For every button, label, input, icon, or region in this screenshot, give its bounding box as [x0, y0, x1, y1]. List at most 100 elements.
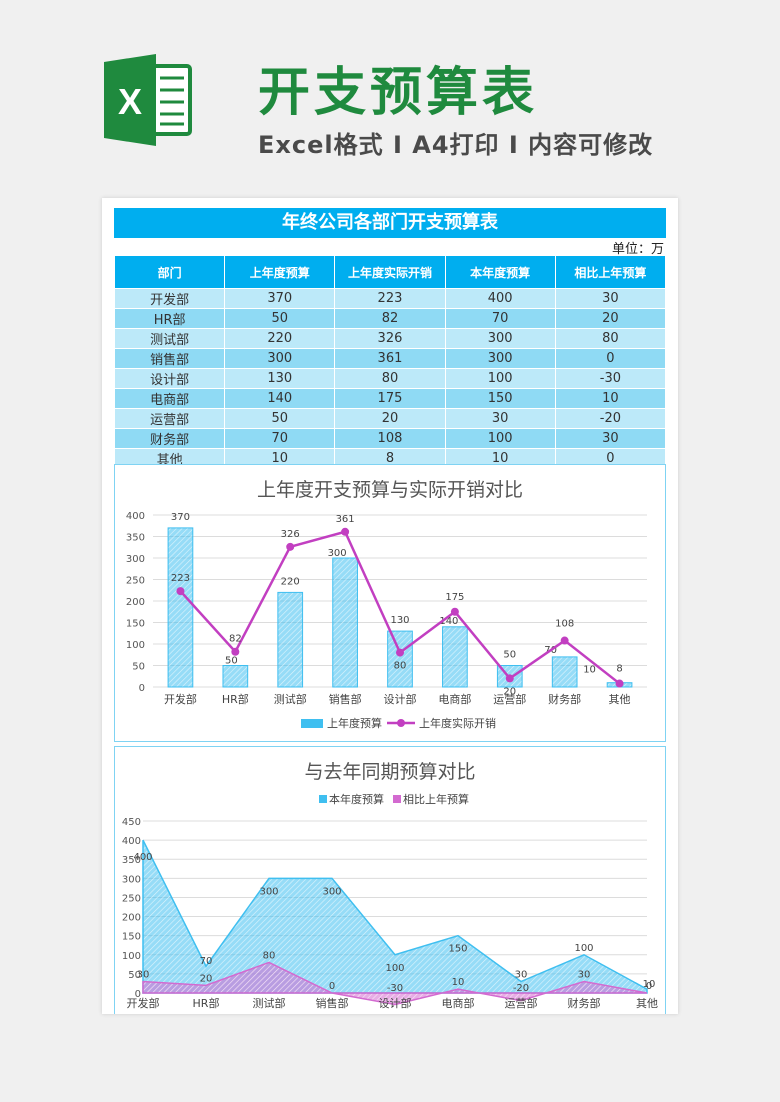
- x-tick-label: 销售部: [329, 692, 362, 706]
- table-cell: 设计部: [113, 368, 226, 389]
- line-point: [560, 636, 569, 645]
- table-row: HR部 50 82 70 20: [113, 308, 667, 329]
- y-tick-label: 100: [122, 951, 141, 962]
- chart-budget-vs-actual-plot: 0 50 100 150 200 250 300 350 400 开发部 HR部 测试部 销售部 设计部 电…: [126, 511, 647, 730]
- table-cell: 300: [444, 328, 556, 349]
- column-header: 本年度预算: [444, 255, 556, 289]
- table-cell: 20: [334, 408, 446, 429]
- x-tick-label: 运营部: [505, 996, 538, 1010]
- table-cell: 108: [334, 428, 446, 449]
- area-data-label: 30: [515, 970, 528, 981]
- y-tick-label: 0: [139, 683, 145, 694]
- table-cell: 开发部: [113, 288, 226, 309]
- table-cell: 50: [224, 408, 336, 429]
- table-row: 销售部 300 361 300 0: [113, 348, 667, 369]
- line-data-label: 223: [171, 573, 190, 584]
- table-cell: 80: [334, 368, 446, 389]
- x-tick-label: 运营部: [493, 692, 526, 706]
- x-tick-label: 测试部: [253, 996, 286, 1010]
- bar: [332, 557, 358, 688]
- table-cell: 50: [224, 308, 336, 329]
- y-tick-label: 100: [126, 640, 145, 651]
- line-data-label: 361: [336, 514, 355, 525]
- table-cell: 财务部: [113, 428, 226, 449]
- area-data-label: 0: [329, 981, 335, 992]
- page-subtitle: Excel格式 Ⅰ A4打印 Ⅰ 内容可修改: [258, 131, 654, 159]
- table-cell: 100: [444, 428, 556, 449]
- y-tick-label: 50: [128, 970, 141, 981]
- area-data-label: 300: [322, 886, 341, 897]
- bar-data-label: 50: [503, 650, 516, 661]
- budget-sheet: 年终公司各部门开支预算表 单位：万 部门 上年度预算 上年度实际开销 本年度预算…: [102, 198, 678, 1014]
- table-cell: 370: [224, 288, 336, 309]
- line-data-label: 80: [394, 661, 407, 672]
- table-cell: 10: [444, 448, 556, 469]
- area-data-label: 150: [448, 944, 467, 955]
- y-tick-label: 200: [122, 913, 141, 924]
- table-cell: 70: [444, 308, 556, 329]
- table-cell: 销售部: [113, 348, 226, 369]
- x-tick-label: 销售部: [316, 996, 349, 1010]
- x-tick-label: HR部: [193, 996, 220, 1010]
- line-point: [505, 674, 514, 683]
- table-cell: 测试部: [113, 328, 226, 349]
- table-title: 年终公司各部门开支预算表: [114, 208, 666, 238]
- chart-title: 与去年同期预算对比: [304, 761, 476, 783]
- x-tick-label: 其他: [609, 693, 631, 706]
- column-header: 相比上年预算: [554, 255, 667, 289]
- line-data-label: 20: [503, 686, 516, 697]
- x-tick-label: 电商部: [442, 996, 475, 1010]
- table-cell: 150: [444, 388, 556, 409]
- legend-swatch: [319, 795, 327, 803]
- unit-label: 单位：万: [611, 242, 664, 257]
- area-data-label: 70: [200, 956, 213, 967]
- bar: [222, 665, 249, 688]
- table-cell: 220: [224, 328, 336, 349]
- table-cell: 8: [334, 448, 446, 469]
- y-tick-label: 350: [122, 855, 141, 866]
- table-cell: 30: [444, 408, 556, 429]
- chart-budget-vs-actual: 上年度开支预算与实际开销对比 0 50 100 150 200 250 300 350 400 开…: [114, 464, 666, 742]
- bar: [277, 591, 304, 688]
- line-point: [450, 607, 459, 616]
- table-cell: 140: [224, 388, 336, 409]
- bar-data-label: 300: [328, 548, 347, 559]
- bar-data-label: 130: [390, 615, 409, 626]
- bar-data-label: 370: [171, 512, 190, 523]
- area-series: [142, 961, 648, 1006]
- area-data-label: 20: [200, 973, 213, 984]
- x-tick-label: 开发部: [127, 996, 160, 1010]
- area-series: [142, 839, 648, 994]
- bar: [387, 630, 413, 688]
- table-row: 运营部 50 20 30 -20: [113, 408, 667, 429]
- bar-data-label: 220: [281, 576, 300, 587]
- table-cell: 361: [334, 348, 446, 369]
- x-tick-label: HR部: [222, 692, 249, 706]
- area-data-label: 100: [385, 963, 404, 974]
- y-tick-label: 250: [126, 576, 145, 587]
- table-cell: 20: [554, 308, 667, 329]
- chart-title: 上年度开支预算与实际开销对比: [256, 479, 523, 501]
- line-point: [231, 647, 240, 656]
- area-data-label: 0: [646, 981, 652, 992]
- area-data-label: -30: [387, 983, 403, 994]
- excel-logo-icon: X: [100, 52, 196, 148]
- y-tick-label: 400: [122, 836, 141, 847]
- y-tick-label: 250: [122, 893, 141, 904]
- area-data-label: 10: [452, 977, 465, 988]
- bar-data-label: 140: [439, 616, 458, 627]
- table-cell: 175: [334, 388, 446, 409]
- table-cell: HR部: [113, 308, 226, 329]
- table-cell: 70: [224, 428, 336, 449]
- y-tick-label: 150: [126, 619, 145, 630]
- x-tick-label: 财务部: [548, 692, 581, 706]
- line-data-label: 326: [281, 529, 300, 540]
- table-row: 测试部 220 326 300 80: [113, 328, 667, 349]
- budget-table: 部门 上年度预算 上年度实际开销 本年度预算 相比上年预算 开发部 370 223 4…: [113, 255, 667, 469]
- legend-swatch-point: [397, 719, 405, 727]
- table-cell: 运营部: [113, 408, 226, 429]
- y-tick-label: 450: [122, 817, 141, 828]
- page-title: 开支预算表: [258, 63, 539, 123]
- legend-label: 相比上年预算: [403, 792, 469, 806]
- table-cell: 30: [554, 288, 667, 309]
